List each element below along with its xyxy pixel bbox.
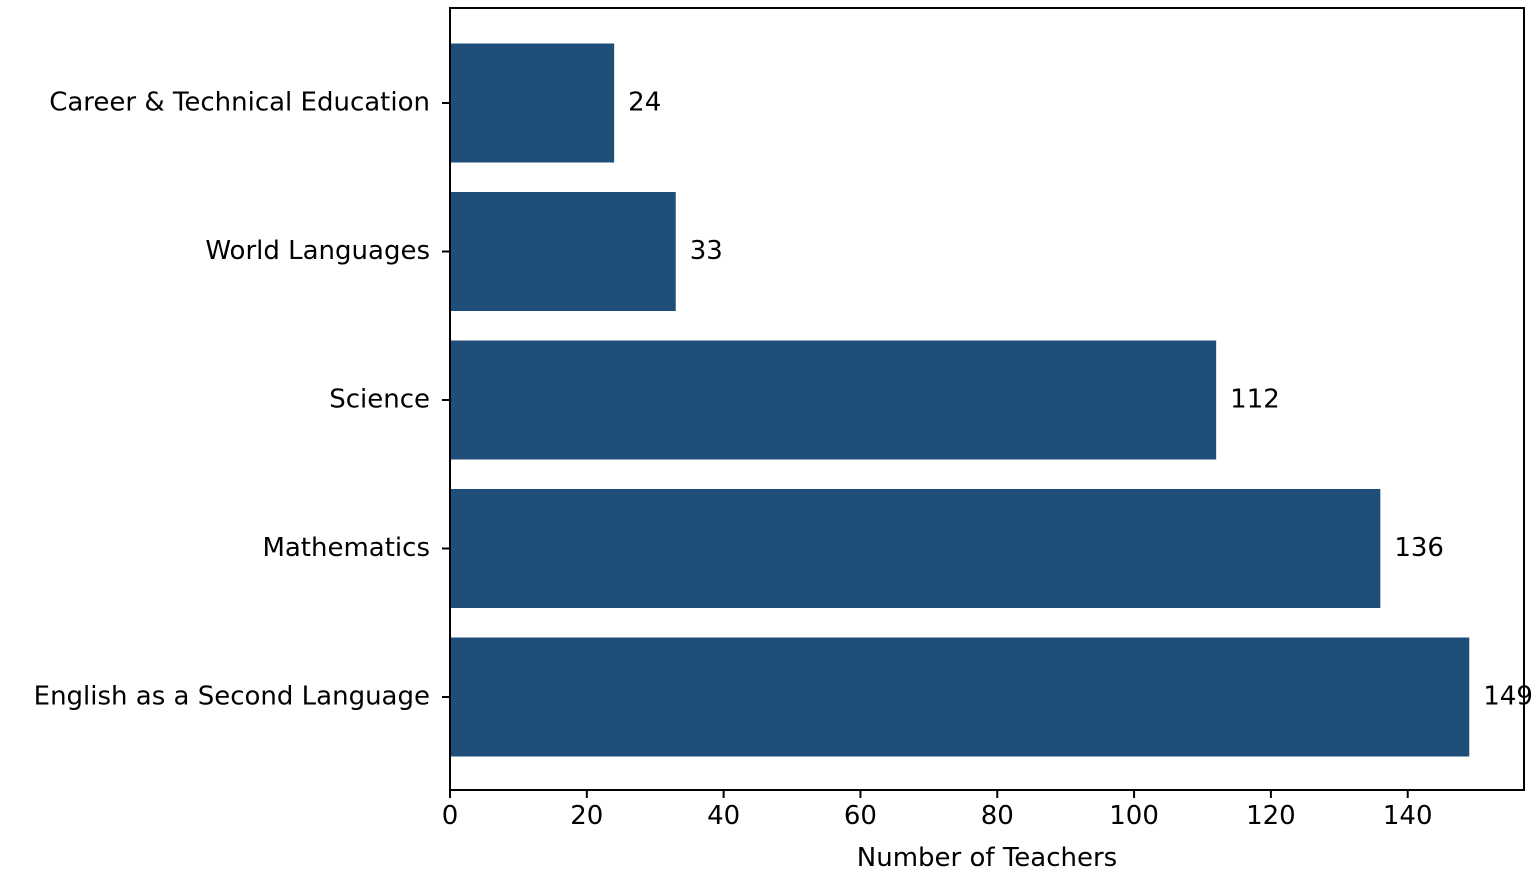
x-axis-ticks: 0 20 40 60 80 100 120 140 — [442, 790, 1433, 831]
bars — [450, 43, 1470, 757]
x-axis-label: Number of Teachers — [857, 843, 1117, 873]
x-tick-label-40: 40 — [707, 801, 740, 831]
bar-world-languages — [450, 192, 676, 311]
bar-value-mathematics: 136 — [1394, 533, 1444, 563]
y-axis-ticks: English as a Second Language Mathematics S… — [34, 88, 450, 712]
y-tick-label-world-languages: World Languages — [205, 236, 430, 266]
x-tick-label-140: 140 — [1383, 801, 1433, 831]
y-tick-label-english-as-a-second-language: English as a Second Language — [34, 682, 430, 712]
bar-mathematics — [450, 489, 1381, 608]
x-tick-label-60: 60 — [844, 801, 877, 831]
y-tick-label-career-technical-education: Career & Technical Education — [49, 88, 430, 118]
bar-english-as-a-second-language — [450, 637, 1470, 757]
x-tick-label-0: 0 — [442, 801, 459, 831]
bar-value-science: 112 — [1230, 385, 1280, 415]
bar-value-world-languages: 33 — [690, 236, 723, 266]
x-tick-label-120: 120 — [1246, 801, 1296, 831]
y-tick-label-mathematics: Mathematics — [262, 533, 430, 563]
y-tick-label-science: Science — [329, 385, 430, 415]
bar-value-english-as-a-second-language: 149 — [1483, 682, 1533, 712]
bar-science — [450, 340, 1217, 460]
bar-value-career-technical-education: 24 — [628, 88, 661, 118]
x-tick-label-80: 80 — [981, 801, 1014, 831]
bar-career-technical-education — [450, 43, 615, 163]
bar-value-labels: 149 136 112 33 24 — [628, 88, 1533, 712]
x-tick-label-20: 20 — [570, 801, 603, 831]
x-tick-label-100: 100 — [1109, 801, 1159, 831]
plot-area-frame — [449, 7, 1525, 791]
